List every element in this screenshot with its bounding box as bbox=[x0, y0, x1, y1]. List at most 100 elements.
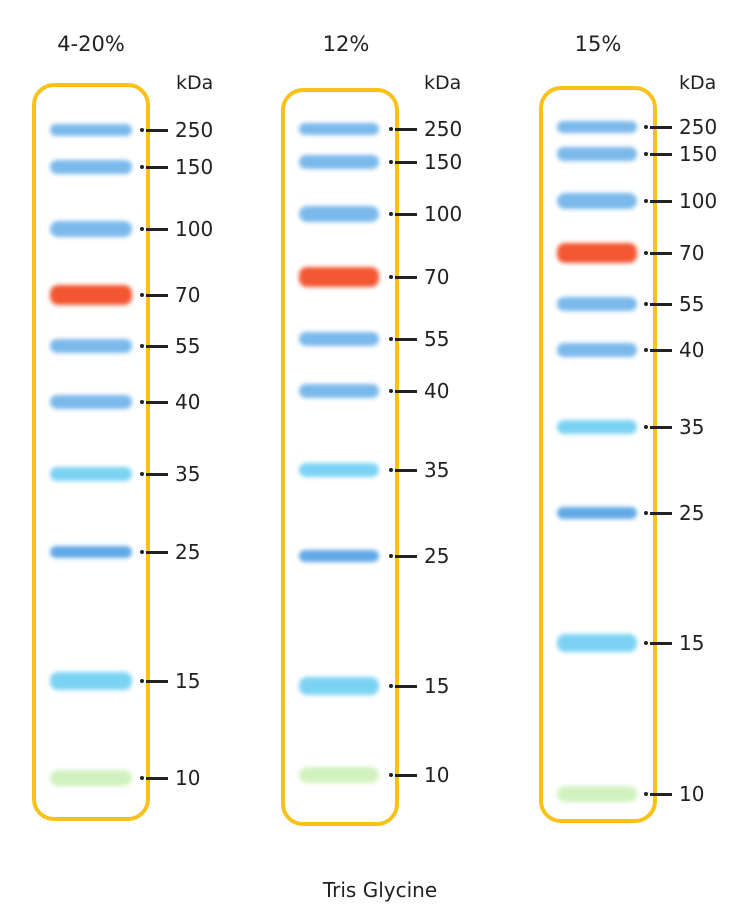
tick-dot bbox=[140, 679, 144, 683]
band-150-kda bbox=[50, 160, 132, 174]
tick-mark bbox=[650, 153, 672, 156]
tick-mark bbox=[395, 128, 417, 131]
band-250-kda bbox=[50, 124, 132, 136]
lane-title-1: 4-20% bbox=[57, 32, 125, 56]
marker-label: 55 bbox=[679, 292, 705, 316]
tick-mark bbox=[146, 129, 168, 132]
lane-title-2: 12% bbox=[322, 32, 370, 56]
band-250-kda bbox=[557, 121, 637, 133]
marker-label: 10 bbox=[175, 766, 201, 790]
tick-dot bbox=[140, 227, 144, 231]
marker-label: 55 bbox=[175, 334, 201, 358]
tick-dot bbox=[389, 160, 393, 164]
band-100-kda bbox=[299, 206, 379, 222]
tick-dot bbox=[389, 684, 393, 688]
marker-label: 40 bbox=[424, 379, 450, 403]
band-15-kda bbox=[557, 634, 637, 652]
band-100-kda bbox=[50, 221, 132, 237]
band-40-kda bbox=[299, 384, 379, 398]
tick-dot bbox=[140, 128, 144, 132]
band-150-kda bbox=[557, 147, 637, 161]
tick-mark bbox=[650, 793, 672, 796]
band-100-kda bbox=[557, 193, 637, 209]
lane-outline-1 bbox=[32, 83, 150, 821]
tick-mark bbox=[395, 213, 417, 216]
tick-dot bbox=[644, 125, 648, 129]
marker-label: 70 bbox=[175, 283, 201, 307]
marker-label: 25 bbox=[175, 540, 201, 564]
band-150-kda bbox=[299, 155, 379, 169]
tick-mark bbox=[650, 349, 672, 352]
marker-label: 150 bbox=[175, 155, 214, 179]
tick-dot bbox=[644, 641, 648, 645]
tick-mark bbox=[146, 228, 168, 231]
marker-label: 150 bbox=[679, 142, 718, 166]
tick-mark bbox=[146, 680, 168, 683]
tick-mark bbox=[650, 252, 672, 255]
tick-dot bbox=[140, 400, 144, 404]
marker-label: 70 bbox=[424, 265, 450, 289]
marker-label: 100 bbox=[424, 202, 463, 226]
lane-title-3: 15% bbox=[574, 32, 622, 56]
marker-label: 15 bbox=[424, 674, 450, 698]
band-25-kda bbox=[557, 507, 637, 519]
tick-mark bbox=[650, 303, 672, 306]
band-10-kda bbox=[557, 786, 637, 802]
marker-label: 10 bbox=[424, 763, 450, 787]
band-10-kda bbox=[299, 767, 379, 783]
marker-label: 250 bbox=[679, 115, 718, 139]
band-25-kda bbox=[299, 550, 379, 562]
band-55-kda bbox=[299, 332, 379, 346]
marker-label: 70 bbox=[679, 241, 705, 265]
tick-dot bbox=[140, 472, 144, 476]
tick-dot bbox=[389, 554, 393, 558]
band-35-kda bbox=[50, 467, 132, 481]
tick-mark bbox=[650, 200, 672, 203]
tick-dot bbox=[644, 199, 648, 203]
tick-mark bbox=[650, 512, 672, 515]
marker-label: 25 bbox=[679, 501, 705, 525]
tick-mark bbox=[146, 777, 168, 780]
tick-mark bbox=[650, 126, 672, 129]
kda-label-3: kDa bbox=[679, 72, 717, 94]
tick-dot bbox=[389, 212, 393, 216]
tick-dot bbox=[644, 152, 648, 156]
tick-mark bbox=[395, 276, 417, 279]
tick-dot bbox=[644, 302, 648, 306]
tick-dot bbox=[389, 337, 393, 341]
tick-mark bbox=[146, 551, 168, 554]
lane-outline-3 bbox=[539, 86, 657, 823]
tick-mark bbox=[650, 426, 672, 429]
band-35-kda bbox=[557, 420, 637, 434]
marker-label: 100 bbox=[679, 189, 718, 213]
tick-mark bbox=[395, 469, 417, 472]
band-15-kda bbox=[50, 672, 132, 690]
tick-dot bbox=[644, 348, 648, 352]
band-10-kda bbox=[50, 770, 132, 786]
marker-label: 25 bbox=[424, 544, 450, 568]
tick-mark bbox=[395, 555, 417, 558]
marker-label: 250 bbox=[424, 117, 463, 141]
buffer-label: Tris Glycine bbox=[322, 878, 438, 902]
tick-dot bbox=[140, 344, 144, 348]
tick-mark bbox=[395, 390, 417, 393]
tick-mark bbox=[146, 166, 168, 169]
marker-label: 250 bbox=[175, 118, 214, 142]
band-25-kda bbox=[50, 546, 132, 558]
tick-dot bbox=[389, 389, 393, 393]
marker-label: 55 bbox=[424, 327, 450, 351]
band-40-kda bbox=[50, 395, 132, 409]
marker-label: 40 bbox=[679, 338, 705, 362]
band-70-kda bbox=[50, 285, 132, 305]
tick-mark bbox=[395, 774, 417, 777]
tick-dot bbox=[389, 468, 393, 472]
tick-dot bbox=[644, 792, 648, 796]
marker-label: 35 bbox=[679, 415, 705, 439]
tick-dot bbox=[140, 776, 144, 780]
tick-mark bbox=[395, 338, 417, 341]
tick-mark bbox=[395, 685, 417, 688]
tick-mark bbox=[146, 345, 168, 348]
tick-dot bbox=[389, 773, 393, 777]
tick-dot bbox=[389, 275, 393, 279]
tick-dot bbox=[140, 550, 144, 554]
